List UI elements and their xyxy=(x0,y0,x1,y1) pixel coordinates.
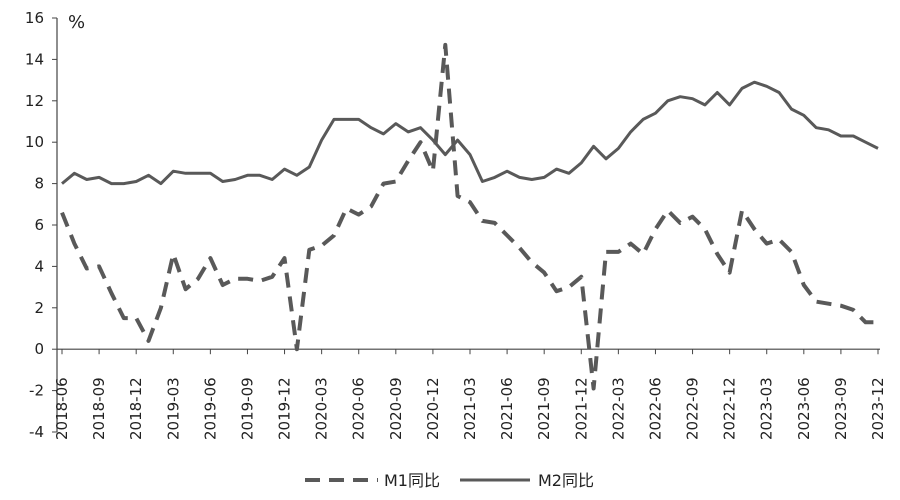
x-tick-label: 2020-12 xyxy=(424,377,442,440)
y-tick-label: 2 xyxy=(34,299,44,317)
x-tick-label: 2018-09 xyxy=(90,377,108,440)
x-tick-label: 2021-06 xyxy=(498,377,516,440)
y-tick-label: 12 xyxy=(25,92,44,110)
y-tick-label: -4 xyxy=(29,423,44,441)
x-tick-label: 2023-09 xyxy=(832,377,850,440)
x-tick-label: 2022-03 xyxy=(609,377,627,440)
x-tick-label: 2019-09 xyxy=(238,377,256,440)
x-tick-label: 2023-06 xyxy=(795,377,813,440)
y-tick-label: 6 xyxy=(34,216,44,234)
y-tick-label: 14 xyxy=(25,50,44,68)
axes xyxy=(56,18,880,432)
x-tick-label: 2022-12 xyxy=(721,377,739,440)
legend-label-m1: M1同比 xyxy=(384,471,440,490)
y-tick-label: 8 xyxy=(34,175,44,193)
y-tick-label: 0 xyxy=(34,340,44,358)
y-tick-label: 16 xyxy=(25,9,44,27)
x-tick-label: 2021-12 xyxy=(572,377,590,440)
y-tick-label: -2 xyxy=(29,382,44,400)
x-tick-label: 2023-12 xyxy=(869,377,887,440)
x-tick-label: 2022-06 xyxy=(646,377,664,440)
x-tick-label: 2020-03 xyxy=(313,377,331,440)
y-tick-label: 10 xyxy=(25,133,44,151)
x-tick-label: 2019-03 xyxy=(164,377,182,440)
x-tick-label: 2023-03 xyxy=(758,377,776,440)
y-axis-ticks: -4 -2 0 2 4 6 8 10 12 14 16 xyxy=(25,9,57,441)
x-tick-label: 2020-06 xyxy=(350,377,368,440)
legend: M1同比 M2同比 xyxy=(305,471,594,490)
series-line-m2 xyxy=(61,80,879,186)
legend-label-m2: M2同比 xyxy=(538,471,594,490)
y-axis-unit-label: % xyxy=(68,12,85,33)
y-tick-label: 4 xyxy=(34,257,44,275)
series-line-m1 xyxy=(60,42,878,391)
series-lines xyxy=(60,42,879,391)
x-tick-label: 2018-06 xyxy=(53,377,71,440)
x-tick-label: 2022-09 xyxy=(684,377,702,440)
x-axis-ticks: 2018-06 2018-09 2018-12 2019-03 2019-06 2019-… xyxy=(53,349,887,440)
x-tick-label: 2021-03 xyxy=(461,377,479,440)
x-tick-label: 2021-09 xyxy=(535,377,553,440)
x-tick-label: 2019-06 xyxy=(201,377,219,440)
x-tick-label: 2020-09 xyxy=(387,377,405,440)
x-tick-label: 2018-12 xyxy=(127,377,145,440)
x-tick-label: 2019-12 xyxy=(276,377,294,440)
